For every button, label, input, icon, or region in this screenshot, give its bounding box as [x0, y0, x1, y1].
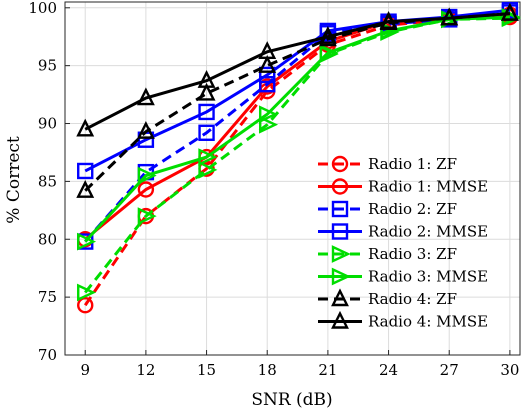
legend-label: Radio 3: MMSE	[368, 268, 488, 286]
data-point	[198, 148, 218, 166]
legend-label: Radio 4: ZF	[368, 290, 457, 308]
legend-entry: Radio 4: ZF	[318, 288, 457, 308]
legend-entry: Radio 1: MMSE	[318, 178, 488, 196]
legend-label: Radio 2: ZF	[368, 200, 457, 218]
data-point	[197, 82, 216, 101]
x-tick-label: 27	[440, 361, 459, 379]
data-point	[137, 207, 157, 225]
data-point	[500, 2, 519, 21]
legend-entry: Radio 2: MMSE	[318, 223, 488, 241]
plot-frame	[64, 1, 521, 356]
series-line	[83, 15, 510, 307]
x-tick-label: 12	[136, 361, 155, 379]
data-point	[77, 162, 94, 180]
series-line	[84, 12, 511, 131]
data-point	[258, 54, 277, 73]
data-point	[76, 118, 95, 137]
data-point	[197, 70, 216, 88]
data-point	[379, 10, 398, 29]
y-tick-label: 75	[38, 288, 57, 306]
y-tick-label: 85	[38, 172, 57, 190]
data-point	[259, 115, 279, 134]
data-point	[259, 105, 279, 124]
legend-entry: Radio 1: ZF	[318, 155, 457, 173]
legend-entry: Radio 4: MMSE	[318, 310, 488, 331]
data-point	[137, 181, 155, 198]
legend-marker	[331, 310, 349, 329]
legend-marker	[331, 223, 349, 240]
x-tick-label: 24	[379, 361, 398, 379]
x-tick-label: 18	[258, 361, 277, 379]
legend-marker	[331, 178, 349, 195]
legend-marker	[331, 200, 349, 218]
data-point	[319, 44, 339, 62]
series-6	[77, 8, 521, 251]
data-point	[198, 160, 218, 179]
x-tick-label: 21	[318, 361, 337, 379]
series-group	[76, 1, 521, 314]
data-point	[77, 232, 97, 251]
data-point	[136, 87, 155, 106]
legend-marker	[331, 267, 351, 286]
legend-label: Radio 1: ZF	[368, 155, 457, 173]
legend-marker	[331, 155, 349, 173]
y-tick-label: 100	[28, 0, 57, 17]
data-point	[198, 124, 215, 141]
y-tick-label: 80	[38, 230, 57, 248]
data-point	[259, 75, 276, 93]
legend: Radio 1: ZF Radio 1: MMSE Radio 2: ZF Radio…	[318, 155, 488, 331]
x-axis-label: SNR (dB)	[251, 390, 332, 410]
x-tick-label: 15	[197, 361, 216, 379]
data-point	[258, 41, 277, 59]
x-tick-label: 30	[500, 361, 519, 379]
data-point	[198, 103, 215, 121]
data-point	[318, 26, 337, 44]
legend-marker	[331, 245, 351, 263]
data-point	[137, 166, 157, 185]
series-8	[76, 2, 519, 137]
legend-entry: Radio 2: ZF	[318, 200, 457, 218]
legend-label: Radio 1: MMSE	[368, 178, 488, 196]
series-line	[84, 15, 510, 243]
y-tick-label: 70	[38, 346, 57, 364]
data-point	[440, 7, 459, 26]
x-tick-label: 9	[80, 361, 90, 379]
legend-label: Radio 2: MMSE	[368, 223, 488, 241]
legend-label: Radio 4: MMSE	[368, 313, 488, 331]
data-point	[76, 179, 95, 198]
legend-marker	[331, 288, 349, 307]
data-point	[136, 120, 155, 139]
legend-entry: Radio 3: MMSE	[318, 268, 488, 286]
data-point	[77, 297, 94, 314]
legend-label: Radio 3: ZF	[368, 245, 457, 263]
y-tick-label: 95	[38, 57, 57, 75]
y-tick-label: 90	[38, 115, 57, 133]
legend-entry: Radio 3: ZF	[318, 245, 457, 263]
data-point	[259, 66, 276, 84]
data-point	[77, 283, 97, 302]
series-line	[84, 16, 510, 294]
axis-ticks: 9 12 15 18 21 24 27 30 70 75 80 85 90 95 100	[28, 0, 519, 379]
y-axis-label: % Correct	[4, 136, 24, 224]
